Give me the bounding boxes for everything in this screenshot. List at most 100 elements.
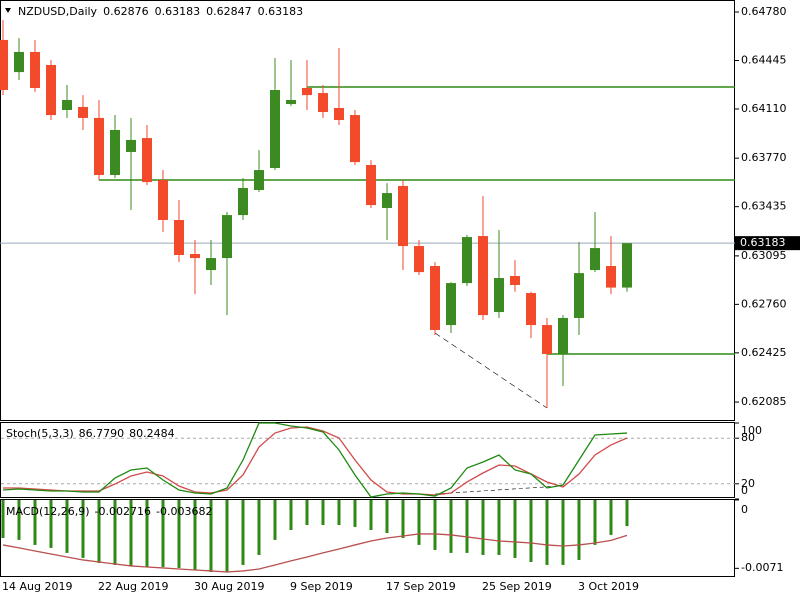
candle-body (238, 188, 248, 216)
y-tick-label: 80 (741, 431, 755, 444)
histogram-bar (1, 499, 5, 538)
y-tick-label: 20 (741, 477, 755, 490)
candle-body (254, 170, 264, 191)
price-box (735, 236, 800, 251)
candle-body (62, 100, 72, 110)
histogram-bar (577, 499, 581, 560)
histogram-bar (321, 499, 325, 525)
histogram-bar (33, 499, 37, 545)
y-tick-label: 0.62760 (741, 297, 787, 310)
histogram-bar (113, 499, 117, 565)
histogram-bar (545, 499, 549, 565)
candle-body (270, 90, 280, 169)
histogram-bar (305, 499, 309, 525)
histogram-bar (369, 499, 373, 531)
histogram-bar (241, 499, 245, 565)
histogram-bar (449, 499, 453, 553)
histogram-bar (177, 499, 181, 568)
candle-body (190, 253, 200, 259)
indicator-readout: -0.003682 (156, 505, 212, 518)
candle-body (462, 237, 472, 284)
ohlc-readout: 0.63183 (155, 5, 201, 18)
trendline (434, 332, 548, 409)
histogram-bar (273, 499, 277, 540)
candle-body (350, 115, 360, 163)
histogram-bar (497, 499, 501, 555)
menu-arrow (5, 8, 11, 13)
histogram-bar (193, 499, 197, 570)
candle-body (30, 51, 40, 88)
candle-body (334, 107, 344, 120)
macd-pane (0, 499, 735, 577)
histogram-bar (337, 499, 341, 525)
candle-body (126, 139, 136, 152)
y-tick-label: 0.64445 (741, 53, 787, 66)
stoch-line (3, 426, 628, 496)
x-tick-label: 9 Sep 2019 (290, 580, 353, 593)
x-tick-label: 25 Sep 2019 (482, 580, 552, 593)
histogram-bar (609, 499, 613, 535)
candle-body (46, 64, 56, 116)
stoch-line (2, 422, 628, 498)
candle-body (94, 117, 104, 175)
x-tick-label: 22 Aug 2019 (98, 580, 168, 593)
ohlc-readout: 0.62847 (206, 5, 252, 18)
candle-body (606, 266, 616, 288)
y-tick-label: 0.63435 (741, 200, 787, 213)
candle-body (414, 246, 424, 273)
candle-body (366, 164, 376, 206)
indicator-name: Stoch(5,3,3) (6, 427, 74, 440)
histogram-bar (49, 499, 53, 548)
y-tick-label: 0.63770 (741, 151, 787, 164)
candle-body (526, 293, 536, 326)
indicator-readout: -0.002716 (95, 505, 151, 518)
candle-body (110, 129, 120, 175)
histogram-bar (625, 499, 629, 527)
indicator-title: Stoch(5,3,3) 86.7790 80.2484 (6, 427, 175, 440)
x-tick-label: 14 Aug 2019 (2, 580, 72, 593)
candle-body (494, 278, 504, 313)
candle-body (14, 51, 24, 73)
chart-title-name: NZDUSD,Daily (18, 5, 98, 18)
candle-body (158, 180, 168, 220)
y-tick-label: 0 (741, 484, 748, 497)
x-tick-label: 17 Sep 2019 (386, 580, 456, 593)
candle-body (398, 185, 408, 247)
histogram-bar (433, 499, 437, 550)
price-pane (0, 0, 735, 421)
histogram-bar (129, 499, 133, 566)
candle-body (382, 193, 392, 208)
signal-line (2, 533, 628, 573)
histogram-bar (513, 499, 517, 558)
candle-body (446, 283, 456, 326)
histogram-bar (353, 499, 357, 527)
x-tick-label: 3 Oct 2019 (578, 580, 639, 593)
candle-body (286, 100, 296, 105)
ohlc-readout: 0.62876 (103, 5, 149, 18)
y-tick-label: -0.0071 (741, 561, 783, 574)
y-tick-label: 0.62425 (741, 346, 787, 359)
histogram-bar (465, 499, 469, 553)
candle-body (222, 215, 232, 259)
x-tick-label: 30 Aug 2019 (194, 580, 264, 593)
indicator-title: MACD(12,26,9) -0.002716 -0.003682 (6, 505, 212, 518)
ohlc-readout: 0.63183 (258, 5, 304, 18)
histogram-bar (161, 499, 165, 567)
indicator-readout: 80.2484 (129, 427, 175, 440)
histogram-bar (593, 499, 597, 545)
indicator-readout: 86.7790 (79, 427, 125, 440)
histogram-bar (65, 499, 69, 553)
chart-title: NZDUSD,Daily 0.62876 0.63183 0.62847 0.63183 (18, 5, 303, 18)
histogram-bar (417, 499, 421, 545)
candle-body (174, 219, 184, 256)
candle-body (478, 236, 488, 316)
candle-body (558, 317, 568, 355)
histogram-bar (529, 499, 533, 562)
histogram-bar (17, 499, 21, 540)
histogram-bar (97, 499, 101, 563)
histogram-bar (561, 499, 565, 565)
histogram-bar (209, 499, 213, 572)
histogram-bar (401, 499, 405, 538)
